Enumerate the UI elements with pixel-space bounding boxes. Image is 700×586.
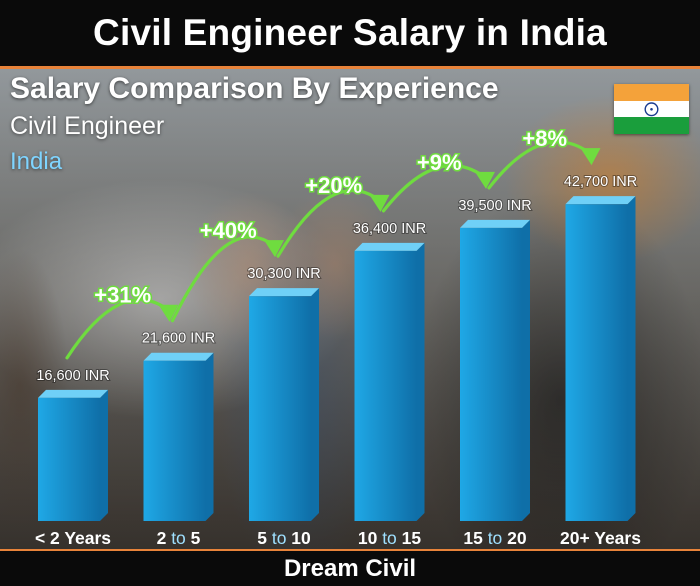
x-tick-label-part: 15 [402,528,422,548]
header-divider [0,66,700,69]
change-label-3: +9% [417,150,462,175]
change-arrow-1 [170,235,274,323]
flag-stripe-green [614,117,689,134]
bar-top-2 [249,288,319,297]
x-tick-label-part: to [377,528,401,548]
chart-region: India [10,148,63,175]
bar-4 [460,227,522,521]
change-arrowhead-3 [475,171,495,189]
change-arrow-4 [487,140,591,190]
value-label-1: 21,600 INR [142,331,215,347]
x-tick-label-part: 10 [358,528,378,548]
bar-5 [565,204,628,521]
page-title: Civil Engineer Salary in India [93,12,607,53]
bar-2 [249,296,311,521]
x-tick-label-5: 20+ Years [560,528,641,548]
x-tick-label-part: to [483,528,507,548]
bar-series [38,196,636,522]
x-tick-label-part: to [166,528,190,548]
change-label-2: +20% [305,173,362,198]
value-label-5: 42,700 INR [564,174,637,190]
bar-3 [354,250,417,522]
bar-side-4 [522,219,530,521]
bar-top-0 [38,389,108,398]
flag-chakra-icon [644,101,659,116]
footer-band: Dream Civil [0,551,700,586]
x-tick-label-part: 15 [463,528,483,548]
bar-side-3 [416,242,425,522]
change-arrow-0 [65,298,169,360]
bar-1 [143,360,206,521]
x-tick-label-part: 20 [507,528,527,548]
x-tick-label-part: 5 [191,528,201,548]
change-arrowhead-0 [158,304,179,322]
bar-top-5 [565,196,636,205]
value-label-4: 39,500 INR [458,198,531,214]
source-credit: Dream Civil [283,554,417,582]
x-tick-label-part: 5 [257,528,267,548]
value-label-0: 16,600 INR [36,368,109,384]
bar-top-4 [460,219,530,228]
footer-divider [0,549,700,551]
x-tick-label-part: 20+ Years [560,528,641,548]
change-arrows: +31% +40% +20% +9% +8% [65,125,601,360]
value-label-2: 30,300 INR [247,266,320,282]
change-arrowhead-1 [264,240,284,258]
header-band: Civil Engineer Salary in India [0,0,700,66]
change-arrowhead-2 [369,194,390,212]
flag-stripe-saffron [614,84,689,101]
x-tick-label-part: < 2 Years [35,528,111,548]
change-label-1: +40% [200,218,257,243]
bar-side-5 [627,196,636,521]
bar-0 [38,397,100,521]
change-arrow-2 [276,189,380,258]
chart-subtitle: Civil Engineer [10,112,165,140]
change-label-0: +31% [94,283,151,308]
x-tick-label-part: 2 [157,528,167,548]
x-tick-label-2: 5 to 10 [257,528,311,548]
change-arrow-3 [381,163,485,213]
bar-side-0 [100,389,108,521]
change-label-4: +8% [522,126,567,151]
value-label-3: 36,400 INR [353,221,426,237]
flag-stripe-white [614,100,689,118]
india-flag-icon [614,84,689,134]
bar-top-3 [354,242,425,251]
x-tick-label-0: < 2 Years [35,528,111,548]
bar-top-1 [143,352,214,361]
value-labels: 16,600 INR 21,600 INR 30,300 INR 36,400 INR… [35,173,638,385]
x-tick-label-4: 15 to 20 [463,528,527,548]
x-tick-label-part: 10 [291,528,311,548]
bar-side-1 [205,352,214,521]
chart-title: Salary Comparison By Experience [10,72,499,105]
x-tick-label-1: 2 to 5 [157,528,201,548]
bar-side-2 [311,288,319,521]
x-tick-label-part: to [267,528,291,548]
x-tick-label-3: 10 to 15 [358,528,422,548]
change-arrowhead-4 [580,148,601,166]
